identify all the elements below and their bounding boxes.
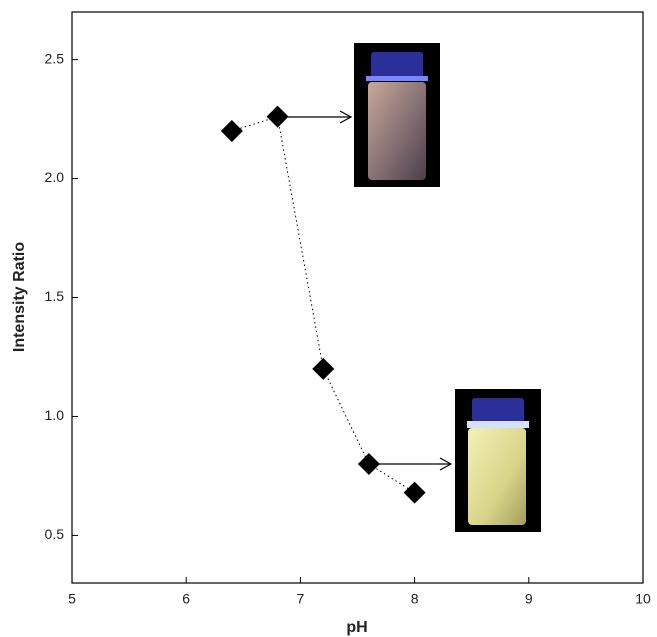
y-tick-label: 1.0 xyxy=(45,407,65,423)
arrows xyxy=(288,110,453,471)
x-tick-label: 8 xyxy=(411,591,419,607)
y-tick-label: 2.0 xyxy=(45,169,65,185)
vial-image-bottom xyxy=(455,389,541,532)
y-tick-label: 2.5 xyxy=(45,50,65,66)
data-point xyxy=(312,357,335,380)
x-tick-label: 10 xyxy=(635,591,651,607)
x-tick-label: 6 xyxy=(182,591,190,607)
data-point xyxy=(266,105,289,128)
data-point xyxy=(403,481,426,504)
x-tick-label: 5 xyxy=(68,591,76,607)
data-point xyxy=(357,453,380,476)
x-tick-label: 9 xyxy=(525,591,533,607)
vial-image-top xyxy=(354,43,440,187)
x-axis-title: pH xyxy=(346,619,367,636)
y-tick-label: 1.5 xyxy=(45,288,65,304)
data-point xyxy=(220,119,243,142)
y-tick-label: 0.5 xyxy=(45,526,65,542)
x-tick-label: 7 xyxy=(297,591,305,607)
trend-line xyxy=(231,116,415,494)
y-axis-title: Intensity Ratio xyxy=(11,242,28,352)
